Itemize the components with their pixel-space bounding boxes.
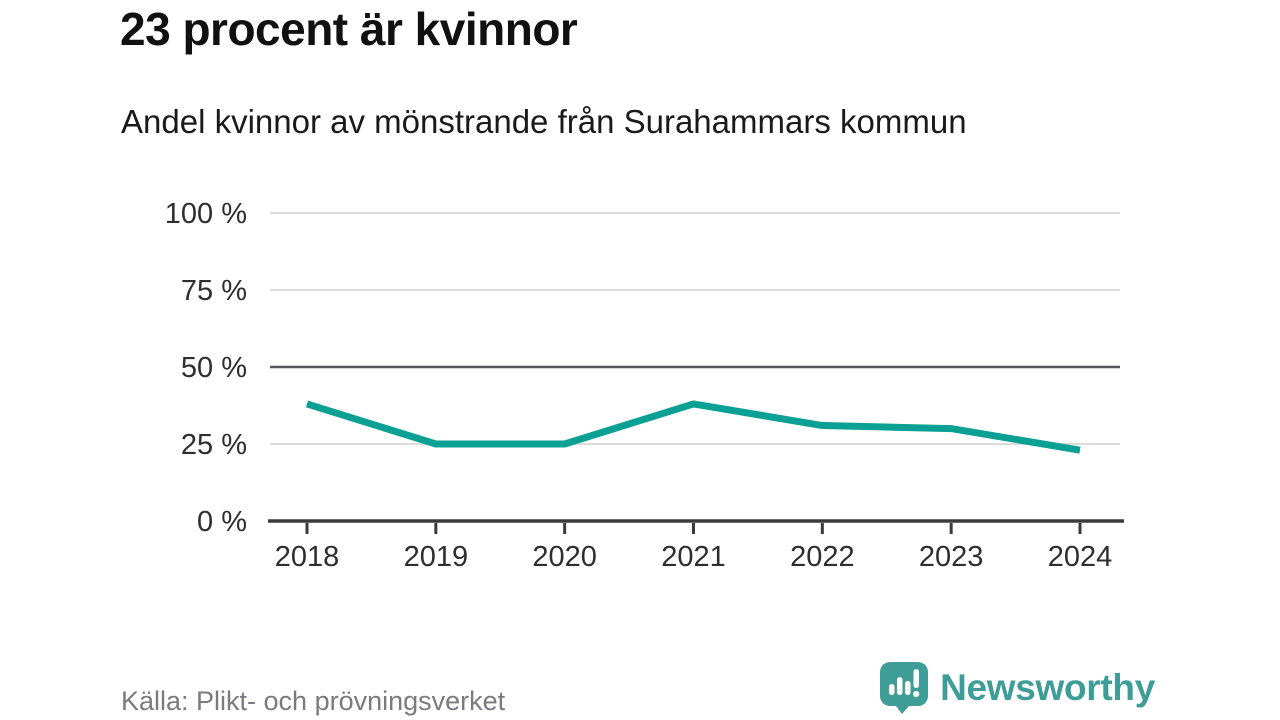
logo-bar-1 — [889, 684, 895, 695]
y-tick-label: 50 % — [181, 352, 247, 384]
newsworthy-logo: Newsworthy — [878, 660, 1155, 716]
chart-subtitle: Andel kvinnor av mönstrande från Suraham… — [121, 103, 967, 140]
y-tick-label: 75 % — [181, 275, 247, 307]
chart-title: 23 procent är kvinnor — [120, 3, 578, 55]
x-tick-label: 2020 — [532, 541, 597, 573]
y-tick-label: 100 % — [165, 198, 247, 230]
newsworthy-brand-text: Newsworthy — [940, 667, 1155, 708]
x-tick-label: 2023 — [919, 541, 984, 573]
y-tick-label: 0 % — [197, 506, 247, 538]
source-text: Källa: Plikt- och prövningsverket — [121, 686, 506, 716]
newsworthy-logo-icon — [880, 662, 929, 714]
x-tick-label: 2022 — [790, 541, 855, 573]
x-tick-label: 2021 — [661, 541, 726, 573]
logo-exclamation-dot — [913, 690, 920, 698]
x-tick-label: 2019 — [404, 541, 469, 573]
y-tick-label: 25 % — [181, 429, 247, 461]
logo-bar-2 — [897, 677, 903, 695]
logo-bar-3 — [905, 681, 911, 695]
line-chart: 0 % 25 % 50 % 75 % 100 % 2018 2019 2020 2021 2022… — [165, 198, 1124, 573]
logo-bubble — [880, 662, 929, 714]
data-line — [305, 400, 1081, 454]
chart-footer: Källa: Plikt- och prövningsverket Newswo… — [0, 660, 1280, 720]
x-tick-label: 2018 — [275, 541, 340, 573]
logo-exclamation-bar — [913, 669, 920, 688]
x-tick-label: 2024 — [1048, 541, 1113, 573]
